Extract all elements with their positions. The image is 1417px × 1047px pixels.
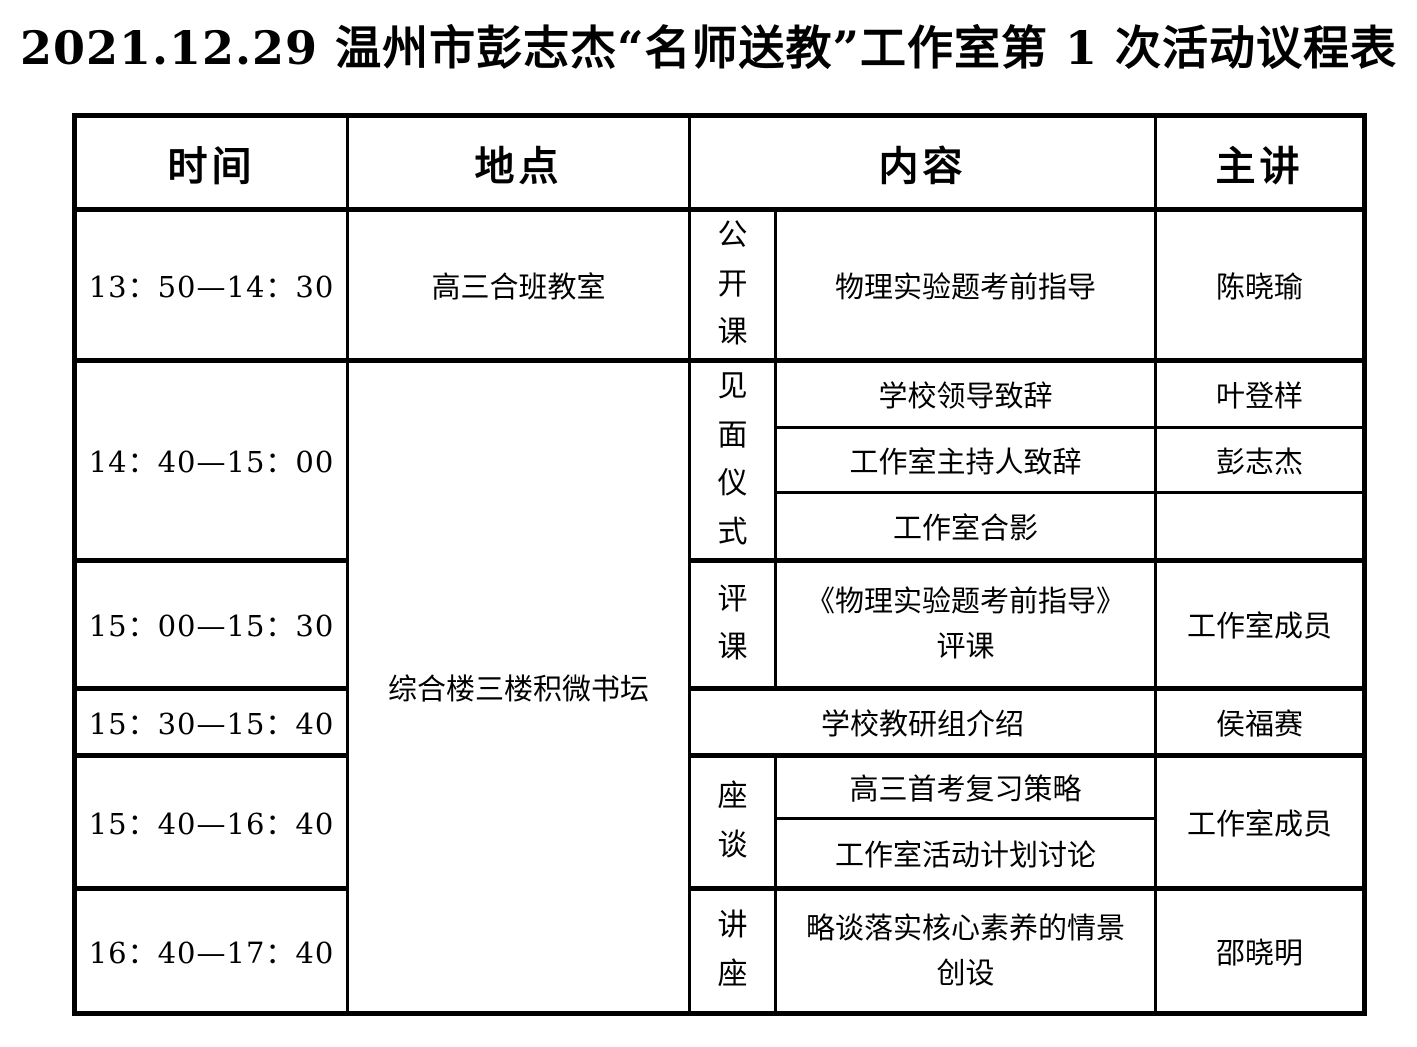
category-vertical-text: 评课 xyxy=(717,581,748,666)
header-content: 内容 xyxy=(688,114,1157,211)
time-cell-ceremony: 14：40—15：00 xyxy=(73,357,349,562)
table-row: 15：40—16：40 座谈 高三首考复习策略 工作室成员 xyxy=(73,752,1366,890)
time-cell-review: 15：00—15：30 xyxy=(73,557,349,690)
time-cell-lecture: 16：40—17：40 xyxy=(73,885,349,1015)
time-cell-discussion: 15：40—16：40 xyxy=(73,752,349,890)
page-title: 2021.12.29 温州市彭志杰“名师送教”工作室第 1 次活动议程表 xyxy=(19,21,1398,75)
category-vertical-text: 讲座 xyxy=(717,908,748,992)
content-cell-activity-plan: 工作室活动计划讨论 xyxy=(774,816,1157,890)
header-time: 时间 xyxy=(73,114,349,211)
agenda-table: 时间 地点 内容 主讲 13：50—14：30 高三合班教室 公开课 物理实验题… xyxy=(72,113,1367,1016)
content-cell-leader-speech: 学校领导致辞 xyxy=(774,357,1157,429)
content-cell-lesson-review: 《物理实验题考前指导》 评课 xyxy=(774,557,1157,690)
table-row: 工作室活动计划讨论 xyxy=(75,816,1365,890)
speaker-cell: 陈晓瑜 xyxy=(1154,207,1366,362)
table-row: 16：40—17：40 讲座 略谈落实核心素养的情景 创设 邵晓明 xyxy=(73,885,1366,1015)
header-location: 地点 xyxy=(346,114,691,211)
content-text: 略谈落实核心素养的情景 创设 xyxy=(805,910,1125,990)
speaker-cell: 叶登样 xyxy=(1154,357,1366,429)
location-cell-classroom: 高三合班教室 xyxy=(346,207,691,362)
table-row: 15：00—15：30 评课 《物理实验题考前指导》 评课 工作室成员 xyxy=(73,557,1366,690)
content-cell-group-photo: 工作室合影 xyxy=(774,490,1157,562)
category-cell-review: 评课 xyxy=(688,557,777,690)
speaker-cell: 彭志杰 xyxy=(1154,425,1366,494)
header-speaker: 主讲 xyxy=(1154,114,1366,211)
content-cell-exam-strategy: 高三首考复习策略 xyxy=(774,752,1157,820)
category-cell-open-class: 公开课 xyxy=(688,207,777,362)
content-text: 《物理实验题考前指导》 评课 xyxy=(805,584,1125,664)
category-cell-lecture: 讲座 xyxy=(688,885,777,1015)
time-cell-open-class: 13：50—14：30 xyxy=(73,207,349,362)
table-row: 15：30—15：40 学校教研组介绍 侯福赛 xyxy=(73,685,1366,757)
content-cell-physics-lecture: 物理实验题考前指导 xyxy=(774,207,1157,362)
table-row: 13：50—14：30 高三合班教室 公开课 物理实验题考前指导 陈晓瑜 xyxy=(73,207,1366,362)
category-cell-ceremony: 见面仪式 xyxy=(688,357,777,562)
category-vertical-text: 公开课 xyxy=(717,218,748,351)
category-vertical-text: 见面仪式 xyxy=(717,369,748,550)
header-row: 时间 地点 内容 主讲 xyxy=(73,114,1366,211)
category-cell-discussion: 座谈 xyxy=(688,752,777,890)
content-cell-research-group-intro: 学校教研组介绍 xyxy=(688,685,1157,757)
content-cell-core-literacy: 略谈落实核心素养的情景 创设 xyxy=(774,885,1157,1015)
speaker-cell: 工作室成员 xyxy=(1154,557,1366,690)
table-row: 工作室合影 xyxy=(75,490,1366,562)
table-row: 14：40—15：00 综合楼三楼积微书坛 见面仪式 学校领导致辞 叶登样 xyxy=(73,357,1366,1015)
table-row: 工作室主持人致辞 彭志杰 xyxy=(75,425,1366,494)
location-cell-merged: 综合楼三楼积微书坛 xyxy=(346,357,691,1015)
speaker-cell: 侯福赛 xyxy=(1154,685,1366,757)
time-cell-intro: 15：30—15：40 xyxy=(73,685,349,757)
category-vertical-text: 座谈 xyxy=(717,779,748,863)
speaker-cell-empty xyxy=(1154,490,1366,562)
speaker-cell: 邵晓明 xyxy=(1154,885,1366,1015)
content-cell-host-speech: 工作室主持人致辞 xyxy=(774,425,1157,494)
speaker-cell-merged: 工作室成员 xyxy=(1154,752,1366,890)
